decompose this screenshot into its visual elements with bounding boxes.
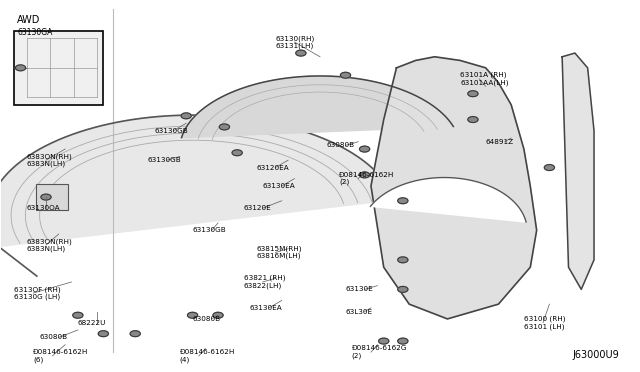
Text: Ð08146-6162H
(6): Ð08146-6162H (6) <box>33 349 88 363</box>
Text: 63130E: 63130E <box>346 286 373 292</box>
Polygon shape <box>182 76 453 138</box>
Text: 6383ON(RH)
6383N(LH): 6383ON(RH) 6383N(LH) <box>27 153 72 167</box>
Text: Ð08146-6162H
(2): Ð08146-6162H (2) <box>339 172 394 185</box>
Text: 6383ON(RH)
6383N(LH): 6383ON(RH) 6383N(LH) <box>27 238 72 252</box>
Circle shape <box>220 124 230 130</box>
Circle shape <box>360 172 370 178</box>
Polygon shape <box>562 53 594 289</box>
Circle shape <box>73 312 83 318</box>
Text: 63821 (RH)
63822(LH): 63821 (RH) 63822(LH) <box>244 275 285 289</box>
Text: 63120EA: 63120EA <box>256 164 289 170</box>
Text: 63130OA: 63130OA <box>27 205 61 211</box>
Circle shape <box>379 338 389 344</box>
Text: 63120E: 63120E <box>244 205 271 211</box>
Circle shape <box>397 338 408 344</box>
Circle shape <box>360 146 370 152</box>
Text: Ð08146-6162H
(4): Ð08146-6162H (4) <box>180 349 235 363</box>
Circle shape <box>397 257 408 263</box>
Bar <box>14 31 103 105</box>
Circle shape <box>340 72 351 78</box>
Circle shape <box>397 198 408 204</box>
Circle shape <box>296 50 306 56</box>
Text: 63130GA: 63130GA <box>17 28 52 36</box>
Text: 63080B: 63080B <box>40 334 68 340</box>
Text: 63130GB: 63130GB <box>154 128 188 134</box>
Text: 63130GB: 63130GB <box>193 227 227 233</box>
Text: 63130GB: 63130GB <box>148 157 182 163</box>
Text: 63130(RH)
63131(LH): 63130(RH) 63131(LH) <box>275 35 315 49</box>
Circle shape <box>468 91 478 97</box>
Polygon shape <box>371 177 526 222</box>
Circle shape <box>99 331 108 337</box>
Circle shape <box>544 164 554 170</box>
Text: 63130EA: 63130EA <box>262 183 296 189</box>
Text: Ð08146-6162G
(2): Ð08146-6162G (2) <box>352 345 408 359</box>
Circle shape <box>15 65 26 71</box>
Text: J63000U9: J63000U9 <box>573 350 620 359</box>
Polygon shape <box>0 115 394 247</box>
Circle shape <box>181 113 191 119</box>
Text: 63101A (RH)
63101AA(LH): 63101A (RH) 63101AA(LH) <box>460 72 509 86</box>
Polygon shape <box>371 57 537 319</box>
Text: 63080B: 63080B <box>326 142 355 148</box>
Text: 68222U: 68222U <box>78 320 106 326</box>
Text: 63100 (RH)
63101 (LH): 63100 (RH) 63101 (LH) <box>524 315 565 330</box>
Text: 63080B: 63080B <box>193 316 221 322</box>
Circle shape <box>232 150 243 156</box>
Circle shape <box>213 312 223 318</box>
Text: AWD: AWD <box>17 15 41 25</box>
Circle shape <box>397 286 408 292</box>
Text: 64891Z: 64891Z <box>486 139 514 145</box>
Text: 6313OF (RH)
63130G (LH): 6313OF (RH) 63130G (LH) <box>14 286 61 300</box>
FancyBboxPatch shape <box>36 184 68 210</box>
Circle shape <box>468 116 478 122</box>
Circle shape <box>188 312 198 318</box>
Text: 63L30E: 63L30E <box>346 308 372 315</box>
Text: 63815M(RH)
63816M(LH): 63815M(RH) 63816M(LH) <box>256 246 302 259</box>
Circle shape <box>41 194 51 200</box>
Text: 63130EA: 63130EA <box>250 305 283 311</box>
Circle shape <box>130 331 140 337</box>
